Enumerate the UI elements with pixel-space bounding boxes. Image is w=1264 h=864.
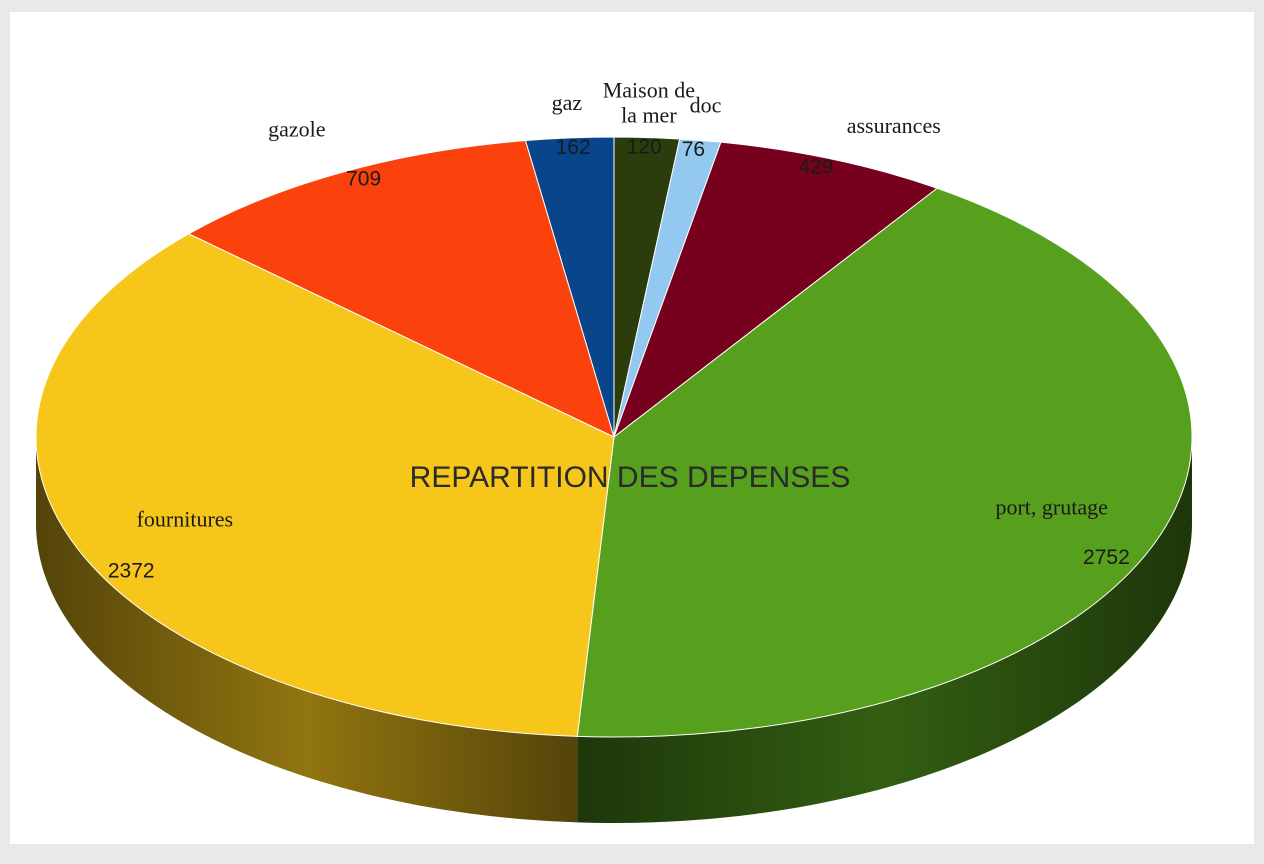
slice-assurances <box>612 141 939 439</box>
category-label-gazole: gazole <box>268 116 325 141</box>
category-label-port-grutage: port, grutage <box>995 494 1107 519</box>
chart-title: REPARTITION DES DEPENSES <box>410 461 851 494</box>
slice-side-shading <box>577 437 1192 823</box>
category-label-assurances: assurances <box>847 113 941 138</box>
pie-top <box>35 136 1193 738</box>
value-label-gazole: 709 <box>346 168 381 191</box>
chart-frame: Maison de la mer 120 doc 76 assurances 429 port… <box>10 12 1254 844</box>
value-label-fournitures: 2372 <box>108 560 155 583</box>
category-label-fournitures: fournitures <box>137 506 234 531</box>
pie-sides <box>36 437 1192 823</box>
pie-labels: Maison de la mer 120 doc 76 assurances 429 port… <box>108 78 1130 583</box>
slice-side-shading <box>36 437 578 823</box>
category-label-doc: doc <box>690 93 722 118</box>
slice-port-grutage <box>576 187 1193 738</box>
pie-chart: Maison de la mer 120 doc 76 assurances 429 port… <box>35 78 1193 823</box>
value-label-doc: 76 <box>682 138 705 161</box>
value-label-gaz: 162 <box>556 136 591 159</box>
category-label-maison-de-la-mer: Maison de la mer <box>603 78 695 128</box>
category-label-gaz: gaz <box>552 90 583 115</box>
value-label-maison-de-la-mer: 120 <box>627 135 662 158</box>
value-label-port-grutage: 2752 <box>1083 546 1130 569</box>
slice-gaz <box>524 136 615 438</box>
slice-fournitures <box>35 233 615 737</box>
value-label-assurances: 429 <box>798 156 833 179</box>
slice-gazole <box>187 140 615 438</box>
